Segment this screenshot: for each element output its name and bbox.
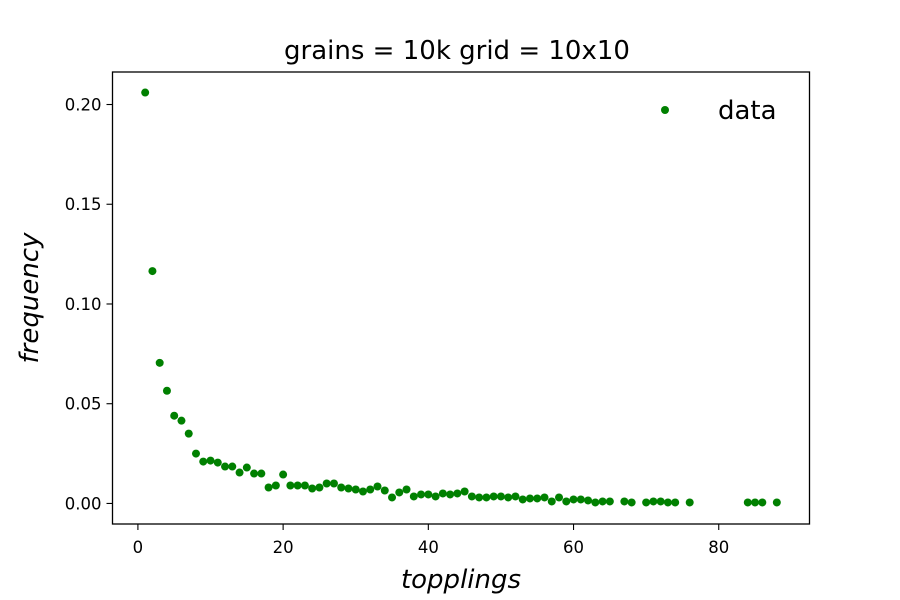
data-point — [555, 493, 564, 502]
data-point — [358, 487, 367, 496]
x-tick-label: 0 — [133, 538, 144, 557]
data-point — [257, 469, 266, 478]
data-point — [504, 493, 513, 502]
data-point — [475, 493, 484, 502]
data-point — [228, 462, 237, 471]
data-point — [206, 456, 215, 465]
data-point — [162, 386, 171, 395]
data-point — [453, 489, 462, 498]
data-point — [366, 485, 375, 494]
x-axis: 0 20 40 60 80 — [133, 524, 729, 557]
data-point — [685, 498, 694, 507]
data-point — [642, 498, 651, 507]
data-point — [627, 498, 636, 507]
data-point — [402, 485, 411, 494]
data-point — [409, 492, 418, 501]
legend-marker — [661, 106, 669, 114]
data-point — [184, 429, 193, 438]
data-point — [388, 493, 397, 502]
data-point — [380, 486, 389, 495]
x-tick-label: 20 — [273, 538, 294, 557]
y-tick-label: 0.10 — [65, 295, 102, 314]
data-point — [438, 489, 447, 498]
data-point — [467, 492, 476, 501]
plot-area — [111, 71, 811, 525]
data-point — [569, 495, 578, 504]
data-point — [758, 498, 767, 507]
y-axis-label: frequency — [15, 232, 45, 364]
data-point — [620, 497, 629, 506]
data-point — [155, 358, 164, 367]
data-series — [141, 88, 781, 507]
data-point — [511, 492, 520, 501]
data-point — [235, 468, 244, 477]
data-point — [751, 498, 760, 507]
data-point — [649, 497, 658, 506]
data-point — [482, 493, 491, 502]
data-point — [242, 463, 251, 472]
x-axis-label: topplings — [401, 565, 521, 595]
data-point — [279, 470, 288, 479]
y-tick-label: 0.00 — [65, 494, 102, 513]
data-point — [743, 498, 752, 507]
data-point — [772, 498, 781, 507]
data-point — [584, 496, 593, 505]
data-point — [141, 88, 150, 97]
data-point — [518, 495, 527, 504]
data-point — [199, 457, 208, 466]
data-point — [344, 484, 353, 493]
legend: data — [661, 96, 777, 126]
data-point — [663, 498, 672, 507]
y-tick-label: 0.05 — [65, 395, 102, 414]
data-point — [170, 411, 179, 420]
data-point — [424, 490, 433, 499]
data-point — [337, 483, 346, 492]
x-tick-label: 60 — [563, 538, 584, 557]
data-point — [598, 497, 607, 506]
data-point — [177, 416, 186, 425]
x-tick-label: 80 — [708, 538, 729, 557]
data-point — [271, 481, 280, 490]
data-point — [221, 462, 230, 471]
data-point — [576, 495, 585, 504]
data-point — [351, 485, 360, 494]
data-point — [286, 481, 295, 490]
data-point — [250, 469, 259, 478]
data-point — [591, 498, 600, 507]
data-point — [656, 497, 665, 506]
y-tick-label: 0.20 — [65, 96, 102, 115]
data-point — [322, 479, 331, 488]
y-tick-label: 0.15 — [65, 195, 102, 214]
data-point — [264, 483, 273, 492]
data-point — [148, 267, 157, 276]
data-point — [446, 490, 455, 499]
data-point — [293, 481, 302, 490]
data-point — [431, 492, 440, 501]
data-point — [540, 493, 549, 502]
data-point — [525, 494, 534, 503]
data-point — [300, 481, 309, 490]
chart-title: grains = 10k grid = 10x10 — [284, 36, 630, 66]
data-point — [605, 497, 614, 506]
y-axis: 0.00 0.05 0.10 0.15 0.20 — [65, 96, 113, 513]
data-point — [671, 498, 680, 507]
data-point — [547, 497, 556, 506]
data-point — [533, 494, 542, 503]
data-point — [395, 488, 404, 497]
data-point — [191, 449, 200, 458]
data-point — [308, 484, 317, 493]
data-point — [562, 497, 571, 506]
data-point — [496, 492, 505, 501]
data-point — [460, 487, 469, 496]
data-point — [329, 479, 338, 488]
data-point — [213, 458, 222, 467]
data-point — [373, 482, 382, 491]
data-point — [489, 492, 498, 501]
x-tick-label: 40 — [418, 538, 439, 557]
data-point — [315, 483, 324, 492]
legend-label: data — [718, 96, 777, 126]
data-point — [417, 490, 426, 499]
